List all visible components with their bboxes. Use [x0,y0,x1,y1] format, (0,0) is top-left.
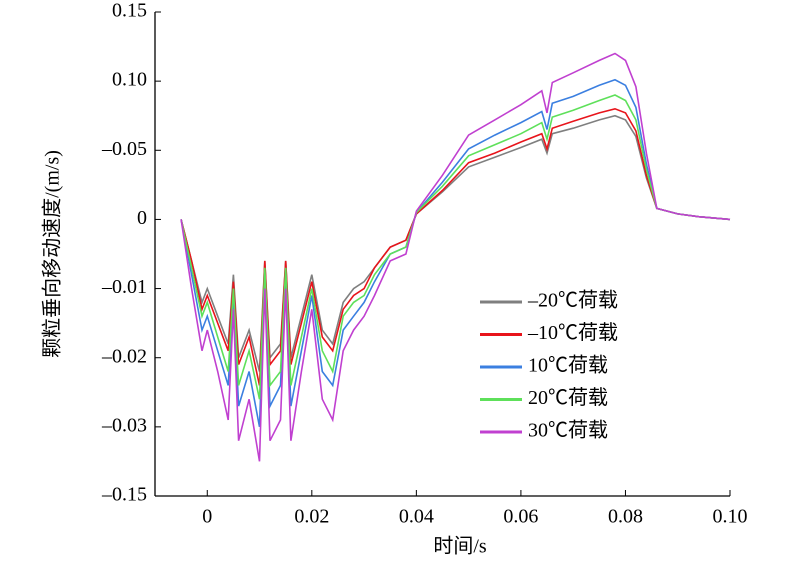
x-tick-label: 0.06 [503,506,538,528]
series-line [180,107,731,386]
series-line [180,78,731,428]
legend-label: 10℃荷载 [528,354,608,377]
legend-label: 20℃荷载 [528,386,608,409]
x-tick-label: 0.10 [713,506,748,528]
y-tick-label: –0.05 [101,138,147,160]
x-tick-label: 0 [202,506,212,528]
legend-label: –10℃荷载 [527,321,618,344]
x-tick-label: 0.08 [608,506,643,528]
x-axis-label: 时间/s [433,535,487,558]
y-tick-label: 0.10 [112,69,147,91]
y-tick-label: –0.01 [101,276,147,298]
y-tick-label: 0 [137,207,147,229]
legend: –20℃荷载 –10℃荷载 10℃荷载 20℃荷载 30℃荷载 [480,289,618,442]
legend-label: –20℃荷载 [527,289,618,312]
y-axis-label: 颗粒垂向移动速度/(m/s) [41,150,64,358]
y-tick-label: –0.02 [101,345,147,367]
y-tick-label: –0.15 [101,484,147,506]
x-tick-label: 0.04 [399,506,434,528]
x-tick-label: 0.02 [294,506,329,528]
y-tick-label: 0.15 [112,0,147,22]
series-line [180,94,731,400]
legend-label: 30℃荷载 [528,419,608,442]
y-tick-label: –0.03 [101,414,147,436]
series-line [180,52,731,462]
